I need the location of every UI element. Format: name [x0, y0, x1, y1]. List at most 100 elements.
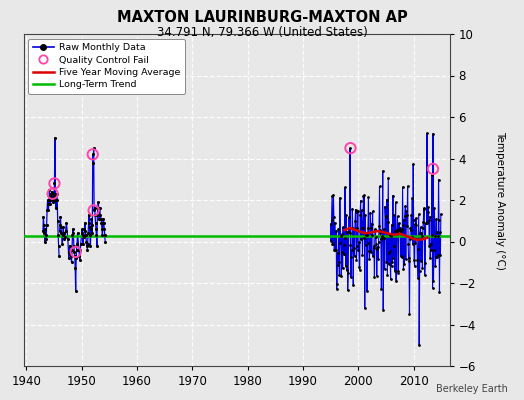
Point: [367, 248, 375, 255]
Point: [73, 230, 82, 236]
Point: [340, 250, 348, 257]
Point: [331, 247, 340, 253]
Point: [91, 211, 99, 218]
Point: [101, 232, 109, 238]
Point: [357, 236, 365, 242]
Point: [343, 267, 351, 274]
Point: [61, 228, 70, 234]
Point: [340, 242, 348, 248]
Point: [69, 230, 78, 236]
Point: [85, 224, 94, 230]
Point: [100, 226, 108, 232]
Point: [53, 197, 61, 203]
Point: [373, 272, 381, 279]
Point: [62, 220, 71, 226]
Point: [48, 190, 57, 197]
Point: [421, 220, 430, 227]
Point: [43, 207, 51, 214]
Point: [45, 197, 53, 203]
Point: [365, 248, 373, 254]
Point: [98, 226, 106, 232]
Point: [98, 232, 106, 238]
Point: [411, 240, 420, 246]
Point: [350, 226, 358, 232]
Point: [429, 166, 437, 172]
Point: [346, 242, 355, 249]
Point: [366, 248, 374, 254]
Point: [355, 239, 363, 246]
Point: [94, 205, 103, 212]
Point: [367, 220, 376, 227]
Point: [76, 246, 84, 253]
Point: [86, 226, 95, 232]
Point: [45, 207, 53, 214]
Point: [45, 186, 53, 193]
Point: [386, 276, 395, 282]
Point: [436, 229, 444, 236]
Point: [424, 208, 433, 215]
Point: [382, 259, 390, 265]
Point: [58, 240, 67, 247]
Point: [370, 245, 378, 251]
Point: [407, 227, 415, 233]
Point: [363, 232, 371, 238]
Point: [364, 224, 372, 231]
Point: [380, 235, 388, 242]
Point: [39, 228, 47, 234]
Point: [428, 172, 436, 178]
Point: [396, 225, 405, 231]
Point: [364, 194, 373, 201]
Point: [42, 222, 51, 228]
Point: [80, 226, 89, 232]
Point: [343, 228, 352, 235]
Point: [60, 236, 68, 243]
Point: [57, 230, 66, 236]
Point: [363, 240, 372, 246]
Point: [84, 230, 92, 236]
Point: [400, 216, 408, 223]
Point: [406, 236, 414, 243]
Point: [67, 246, 75, 253]
Point: [432, 254, 440, 260]
Point: [345, 230, 354, 236]
Point: [396, 227, 404, 234]
Point: [64, 255, 73, 261]
Point: [373, 246, 381, 252]
Point: [391, 199, 400, 205]
Point: [425, 243, 433, 249]
Point: [329, 192, 337, 198]
Point: [428, 284, 436, 291]
Point: [55, 253, 63, 259]
Point: [65, 249, 73, 255]
Point: [419, 219, 428, 226]
Point: [54, 242, 63, 249]
Point: [348, 225, 357, 231]
Point: [332, 286, 341, 292]
Point: [88, 222, 96, 228]
Point: [375, 223, 383, 230]
Point: [400, 260, 409, 267]
Point: [378, 168, 387, 174]
Point: [350, 244, 358, 251]
Point: [426, 255, 434, 261]
Point: [418, 232, 426, 239]
Point: [420, 205, 428, 211]
Point: [50, 193, 58, 199]
Point: [421, 271, 429, 278]
Point: [43, 197, 52, 203]
Point: [42, 236, 50, 243]
Point: [339, 265, 347, 272]
Point: [41, 232, 50, 238]
Point: [332, 228, 341, 234]
Point: [83, 242, 91, 249]
Point: [87, 216, 95, 222]
Point: [358, 224, 366, 231]
Point: [413, 275, 422, 282]
Point: [404, 241, 412, 247]
Point: [83, 240, 92, 247]
Point: [384, 175, 392, 182]
Point: [51, 190, 60, 197]
Point: [77, 240, 85, 247]
Point: [96, 211, 104, 218]
Point: [92, 232, 101, 238]
